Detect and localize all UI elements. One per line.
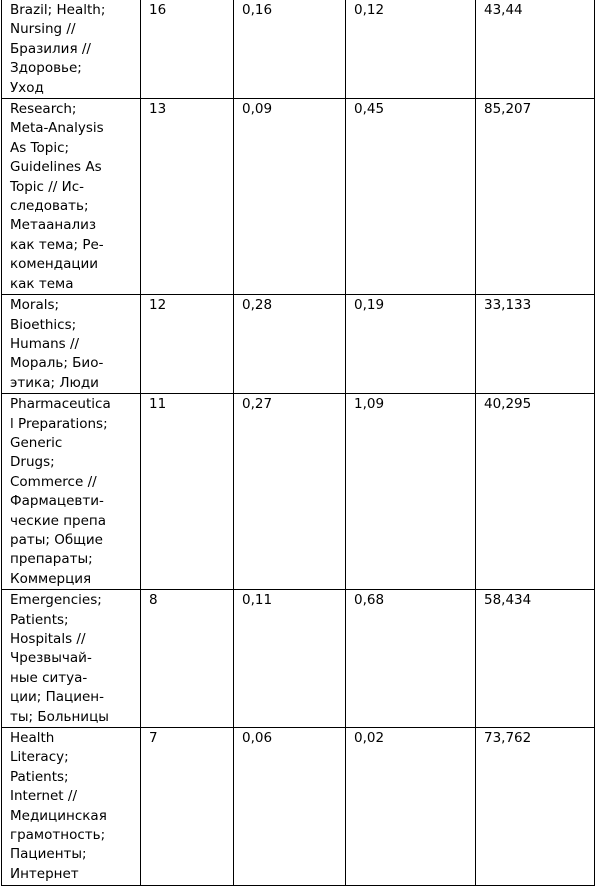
cell-line: l Preparations; xyxy=(10,415,108,432)
cell-line: Literacy; xyxy=(10,749,69,766)
value-cell: 33,133 xyxy=(475,294,595,395)
cell-line: Чрезвычай- xyxy=(10,650,92,667)
cell-line: Бразилия // xyxy=(10,40,91,57)
cell-line: ты; Больницы xyxy=(10,708,109,725)
cell-line: Guidelines As xyxy=(10,159,102,176)
table-row: Pharmaceutica l Preparations; Generic Drugs… xyxy=(1,393,595,591)
value-cell: 13 xyxy=(140,98,234,296)
cell-line: Patients; xyxy=(10,611,69,628)
cell-line: Метаанализ xyxy=(10,217,97,234)
keyword-cell: Pharmaceutica l Preparations; Generic Drugs… xyxy=(1,393,141,591)
cell-line: Интернет xyxy=(10,865,79,882)
cell-line: Pharmaceutica xyxy=(10,396,111,413)
cell-line: препараты; xyxy=(10,551,93,568)
cell-line: Meta-Analysis xyxy=(10,120,104,137)
cell-line: Мораль; Био- xyxy=(10,355,104,372)
value-cell: 0,06 xyxy=(233,727,346,886)
value-cell: 0,45 xyxy=(345,98,476,296)
value-cell: 85,207 xyxy=(475,98,595,296)
cell-line: Topic // Ис- xyxy=(10,178,85,195)
cell-line: Commerce // xyxy=(10,473,97,490)
value-cell: 8 xyxy=(140,589,234,729)
cell-line: Пациенты; xyxy=(10,846,87,863)
cell-line: этика; Люди xyxy=(10,374,99,391)
cell-line: грамотность; xyxy=(10,827,106,844)
cell-line: Коммерция xyxy=(10,570,92,587)
keyword-cell: Brazil; Health; Nursing // Бразилия // Здор… xyxy=(1,0,141,100)
value-cell: 0,02 xyxy=(345,727,476,886)
value-cell: 0,28 xyxy=(233,294,346,395)
cell-line: Фармацевти- xyxy=(10,493,104,510)
cell-line: ции; Пациен- xyxy=(10,689,104,706)
value-cell: 0,27 xyxy=(233,393,346,591)
value-cell: 0,11 xyxy=(233,589,346,729)
cell-line: комендации xyxy=(10,256,99,273)
cell-line: Generic xyxy=(10,434,63,451)
value-cell: 58,434 xyxy=(475,589,595,729)
cell-line: Emergencies; xyxy=(10,592,102,609)
cell-line: Hospitals // xyxy=(10,631,86,647)
value-cell: 40,295 xyxy=(475,393,595,591)
cell-line: Humans // xyxy=(10,335,80,352)
cell-line: As Topic; xyxy=(10,139,70,156)
value-cell: 0,68 xyxy=(345,589,476,729)
cell-line: Health xyxy=(10,730,55,747)
value-cell: 11 xyxy=(140,393,234,591)
value-cell: 16 xyxy=(140,0,234,100)
cell-line: раты; Общие xyxy=(10,531,103,548)
keyword-cell: Health Literacy; Patients; Internet // Медиц… xyxy=(1,727,141,886)
cell-line: Brazil; Health; xyxy=(10,2,106,18)
value-cell: 1,09 xyxy=(345,393,476,591)
table-row: Research; Meta-Analysis As Topic; Guideline… xyxy=(1,98,595,296)
keyword-cell: Emergencies; Patients; Hospitals // Чрезвыч… xyxy=(1,589,141,729)
cell-line: Morals; xyxy=(10,297,60,314)
cell-line: Research; xyxy=(10,101,77,118)
cell-line: Nursing // xyxy=(10,21,76,38)
cell-line: Patients; xyxy=(10,768,69,785)
value-cell: 43,44 xyxy=(475,0,595,100)
keyword-cell: Morals; Bioethics; Humans // Мораль; Био-эт… xyxy=(1,294,141,395)
cell-line: Здоровье; xyxy=(10,60,82,77)
cell-line: как тема xyxy=(10,275,74,292)
cell-line: ные ситуа- xyxy=(10,669,88,686)
table-row: Morals; Bioethics; Humans // Мораль; Био-эт… xyxy=(1,294,595,395)
value-cell: 73,762 xyxy=(475,727,595,886)
cell-line: следовать; xyxy=(10,198,89,215)
cell-line: как тема; Ре- xyxy=(10,236,104,253)
value-cell: 0,09 xyxy=(233,98,346,296)
table-row: Emergencies; Patients; Hospitals // Чрезвыч… xyxy=(1,589,595,729)
value-cell: 7 xyxy=(140,727,234,886)
cell-line: Drugs; xyxy=(10,454,55,471)
value-cell: 0,16 xyxy=(233,0,346,100)
keyword-cell: Research; Meta-Analysis As Topic; Guideline… xyxy=(1,98,141,296)
cell-line: Internet // xyxy=(10,788,77,805)
table-row: Brazil; Health; Nursing // Бразилия // Здор… xyxy=(1,0,595,100)
value-cell: 0,19 xyxy=(345,294,476,395)
value-cell: 0,12 xyxy=(345,0,476,100)
cell-line: Bioethics; xyxy=(10,316,77,333)
cell-line: ческие препа xyxy=(10,512,107,529)
value-cell: 12 xyxy=(140,294,234,395)
cell-line: Медицинская xyxy=(10,807,107,824)
table-row: Health Literacy; Patients; Internet // Медиц… xyxy=(1,727,595,886)
cell-line: Уход xyxy=(10,79,44,96)
